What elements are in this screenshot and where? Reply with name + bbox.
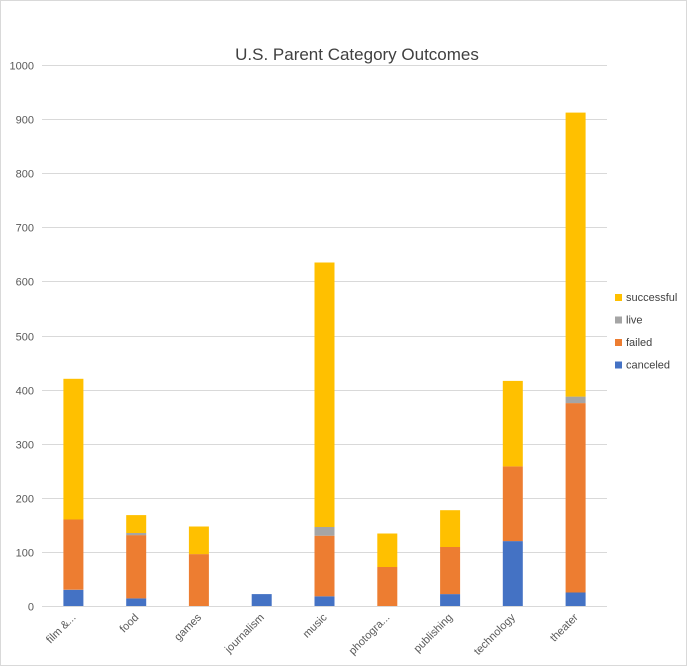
- bar-segment-successful: [126, 515, 147, 533]
- legend-swatch-successful: [615, 294, 622, 301]
- bars: [63, 112, 586, 606]
- x-tick-label: film &...: [44, 612, 78, 646]
- x-tick-label: journalism: [222, 612, 267, 657]
- y-tick-label: 0: [28, 602, 34, 614]
- x-tick-label: food: [118, 612, 142, 636]
- bar-segment-canceled: [502, 541, 523, 606]
- bar-segment-live: [565, 396, 586, 404]
- y-tick-label: 1000: [10, 61, 34, 73]
- bar-segment-canceled: [126, 598, 147, 606]
- legend-swatch-live: [615, 316, 622, 324]
- y-axis-tick-labels: 0 100 200 300 400 500 600 700 800 900 1000: [10, 61, 34, 614]
- bar-segment-successful: [502, 380, 523, 467]
- y-tick-label: 300: [16, 440, 34, 452]
- y-tick-label: 900: [16, 115, 34, 127]
- y-tick-label: 200: [16, 494, 34, 506]
- x-axis-tick-labels: film &... food games journalism music photogr…: [44, 611, 581, 657]
- bar-segment-failed: [188, 554, 209, 606]
- bar-segment-successful: [188, 526, 209, 555]
- y-tick-label: 800: [16, 169, 34, 181]
- x-tick-label: music: [301, 611, 330, 640]
- chart-title: U.S. Parent Category Outcomes: [235, 45, 479, 64]
- x-tick-label: theater: [548, 611, 581, 644]
- bar-segment-canceled: [251, 594, 272, 606]
- bar-segment-canceled: [440, 594, 461, 606]
- bar-segment-successful: [314, 262, 335, 527]
- x-tick-label: publishing: [412, 612, 456, 656]
- legend-label-live: live: [626, 315, 643, 327]
- bar-segment-live: [126, 533, 147, 536]
- bar-segment-successful: [377, 533, 398, 567]
- bar-segment-failed: [377, 567, 398, 606]
- legend-swatch-failed: [615, 339, 622, 346]
- bar-segment-successful: [565, 112, 586, 397]
- legend-label-successful: successful: [626, 292, 677, 304]
- bar-segment-canceled: [63, 589, 84, 606]
- y-tick-label: 400: [16, 386, 34, 398]
- bar-segment-failed: [565, 403, 586, 593]
- bar-segment-successful: [440, 510, 461, 547]
- bar-segment-failed: [440, 547, 461, 595]
- x-tick-label: games: [172, 611, 204, 643]
- bar-segment-failed: [126, 535, 147, 599]
- x-tick-label: photogra...: [347, 612, 393, 658]
- bar-segment-successful: [63, 378, 84, 520]
- legend: successful live failed canceled: [615, 292, 677, 372]
- legend-label-failed: failed: [626, 337, 652, 349]
- bar-segment-failed: [63, 519, 84, 590]
- bar-segment-failed: [502, 466, 523, 542]
- y-tick-label: 100: [16, 548, 34, 560]
- y-tick-label: 700: [16, 223, 34, 235]
- legend-swatch-canceled: [615, 361, 622, 369]
- legend-label-canceled: canceled: [626, 360, 670, 372]
- bar-segment-failed: [314, 535, 335, 597]
- bar-segment-canceled: [314, 596, 335, 606]
- y-tick-label: 600: [16, 277, 34, 289]
- bar-segment-live: [314, 527, 335, 536]
- bar-segment-canceled: [565, 592, 586, 606]
- y-tick-label: 500: [16, 332, 34, 344]
- x-tick-label: technology: [472, 611, 518, 657]
